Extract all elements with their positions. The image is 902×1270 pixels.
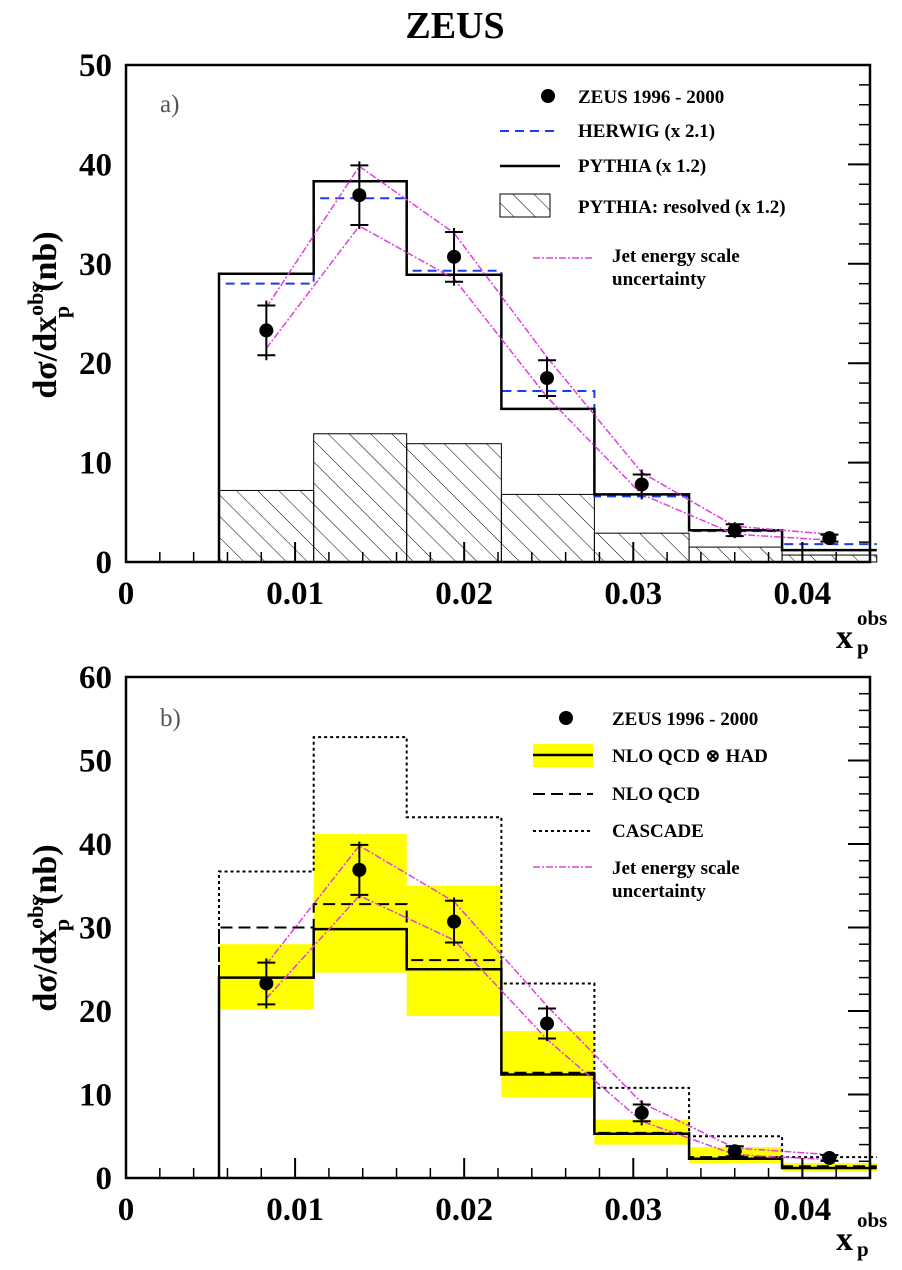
panel-b-ylabel-main: dσ/dx [27,929,64,1012]
x-tick-label: 0.03 [604,1192,662,1228]
panel-b-ylabel: dσ/dxobsp (nb) [23,844,74,1011]
y-tick-label: 30 [79,911,112,947]
panel-a-xlabel-sup: obs [857,606,887,630]
panel-a-xlabel: x obs p [836,606,887,659]
panel-b-ylabel-sup: obs [23,897,48,929]
legend-label-jes-1: Jet energy scale [612,246,740,267]
legend-label-pythia: PYTHIA (x 1.2) [578,156,706,177]
data-point [634,477,649,492]
x-tick-label: 0 [118,576,135,612]
nlo-band-bin [501,1031,595,1098]
data-point [447,249,462,264]
data-point [727,523,742,538]
resolved-hist-bin [313,433,408,563]
panel-b-xlabel: x obs p [836,1208,887,1261]
x-tick-label: 0.02 [435,576,493,612]
legend-marker-data-b [559,711,573,725]
data-point [447,914,462,929]
data-point [727,1144,742,1159]
data-point [259,976,274,991]
data-point [822,1150,837,1165]
panel-b-ylabel-sub: p [49,919,74,931]
hist-1-line [217,180,877,562]
legend-label-data-b: ZEUS 1996 - 2000 [612,709,758,730]
x-tick-label: 0.01 [266,1192,324,1228]
svg-text:dσ/dxobsp(nb): dσ/dxobsp (nb) [23,844,74,1011]
panel-b-xlabel-sup: obs [857,1208,887,1232]
svg-text:dσ/dxobsp(nb): dσ/dxobsp (nb) [23,231,74,398]
y-tick-label: 0 [96,1161,113,1197]
panel-b-legend: ZEUS 1996 - 2000 NLO QCD ⊗ HAD NLO QCD C… [533,709,768,902]
panel-a-ylabel-main: dσ/dx [27,316,64,399]
data-point [540,1016,555,1031]
data-point [540,371,555,386]
panel-a: a) dσ/dxobsp(nb) x obs p ZEUS 1996 - 200… [23,48,887,659]
legend-label-jes-b-2: uncertainty [612,881,706,902]
panel-a-ylabel-sup: obs [23,284,48,316]
y-tick-label: 20 [79,346,112,382]
y-tick-label: 30 [79,247,112,283]
y-tick-label: 10 [79,1078,112,1114]
panel-b-label: b) [160,705,181,732]
hist-1-line [218,736,877,1178]
panel-a-legend: ZEUS 1996 - 2000 HERWIG (x 2.1) PYTHIA (… [499,87,786,290]
plot-layer-1 [217,736,877,1178]
panel-b: b) dσ/dxobsp(nb) x obs p ZEUS 1996 - 200… [23,660,887,1261]
resolved-hist-bin [406,443,502,563]
panel-a-xlabel-sub: p [857,635,869,659]
y-tick-label: 60 [79,660,112,696]
panel-a-xlabel-main: x [836,619,853,656]
axes-0: 0 10 20 30 40 50 0 0.01 0.02 0.03 0.04 [79,48,871,612]
legend-label-nlo: NLO QCD [612,784,700,805]
x-tick-label: 0 [118,1192,135,1228]
resolved-hist-bin [218,489,315,563]
y-tick-label: 50 [79,48,112,84]
y-tick-label: 50 [79,744,112,780]
panel-a-ylabel: dσ/dxobsp (nb) [23,231,74,398]
legend-label-jes-b-1: Jet energy scale [612,858,740,879]
y-tick-label: 10 [79,446,112,482]
legend-box-resolved [499,193,551,218]
y-tick-label: 40 [79,827,112,863]
y-tick-label: 40 [79,147,112,183]
legend-label-cascade: CASCADE [612,821,704,842]
x-tick-label: 0.04 [773,576,831,612]
panel-a-label: a) [160,91,179,118]
x-tick-label: 0.03 [604,576,662,612]
data-point [352,862,367,877]
data-point [259,323,274,338]
x-tick-label: 0.01 [266,576,324,612]
data-point [634,1105,649,1120]
data-point [352,188,367,203]
resolved-hist-bin [593,532,690,563]
panel-a-ylabel-sub: p [49,306,74,318]
panel-b-xlabel-main: x [836,1221,853,1258]
legend-label-nlo-had: NLO QCD ⊗ HAD [612,746,768,767]
panel-b-ylabel-unit: (nb) [27,844,64,904]
x-tick-label: 0.02 [435,1192,493,1228]
panel-b-xlabel-sub: p [857,1237,869,1261]
legend-marker-data [541,89,555,103]
nlo-had-central-line [217,927,877,1178]
legend-label-data: ZEUS 1996 - 2000 [578,87,724,108]
y-tick-label: 20 [79,994,112,1030]
resolved-hist-bin [500,493,595,563]
figure-title: ZEUS [405,5,504,47]
axes-1: 0 10 20 30 40 50 60 0 0.01 0.02 0.03 0.04 [79,660,871,1228]
x-tick-label: 0.04 [773,1192,831,1228]
legend-label-jes-2: uncertainty [612,269,706,290]
data-point [822,531,837,546]
y-tick-label: 0 [96,545,113,581]
plot-layer-0 [217,161,878,563]
panel-a-ylabel-unit: (nb) [27,231,64,291]
legend-label-resolved: PYTHIA: resolved (x 1.2) [578,197,786,218]
legend-label-herwig: HERWIG (x 2.1) [578,121,715,142]
